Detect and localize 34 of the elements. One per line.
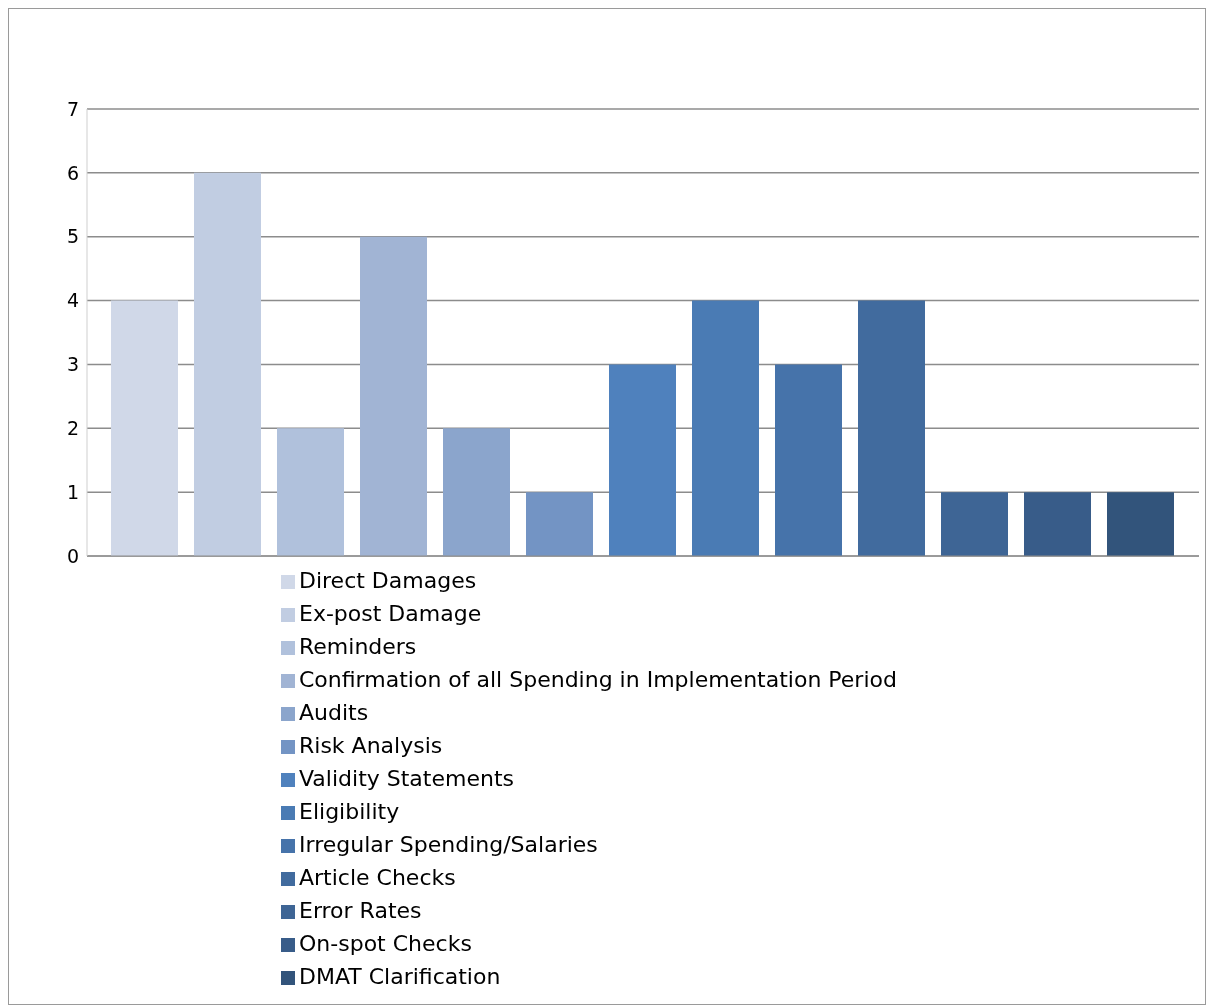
legend-label: Audits <box>299 700 369 725</box>
legend-label: Confirmation of all Spending in Implementation Period <box>299 667 897 692</box>
legend-label: Validity Statements <box>299 766 514 791</box>
y-tick-label: 2 <box>66 417 79 440</box>
bar <box>775 364 842 556</box>
y-tick-label: 4 <box>66 289 79 312</box>
legend-label: Ex-post Damage <box>299 601 482 626</box>
bar <box>858 300 925 556</box>
y-tick-label: 1 <box>66 480 79 503</box>
legend-label: Article Checks <box>299 865 456 890</box>
bar <box>360 236 427 556</box>
bar <box>526 492 593 556</box>
y-tick-label: 0 <box>66 544 79 567</box>
bar <box>443 428 510 556</box>
legend-label: Reminders <box>299 634 417 659</box>
bar <box>1024 492 1091 556</box>
legend-label: Direct Damages <box>299 568 477 593</box>
bar <box>1107 492 1174 556</box>
legend-label: DMAT Clarification <box>299 964 501 989</box>
legend-label: On-spot Checks <box>299 931 472 956</box>
y-tick-label: 6 <box>66 161 79 184</box>
bar <box>692 300 759 556</box>
bar <box>609 364 676 556</box>
bar <box>277 428 344 556</box>
legend-label: Irregular Spending/Salaries <box>299 832 598 857</box>
legend-label: Eligibility <box>299 799 400 824</box>
y-tick-label: 3 <box>66 353 79 376</box>
bar <box>941 492 1008 556</box>
y-tick-label: 7 <box>66 97 79 120</box>
y-tick-label: 5 <box>66 225 79 248</box>
bar <box>111 300 178 556</box>
bar <box>194 172 261 556</box>
legend-label: Risk Analysis <box>299 733 443 758</box>
legend-label: Error Rates <box>299 898 422 923</box>
